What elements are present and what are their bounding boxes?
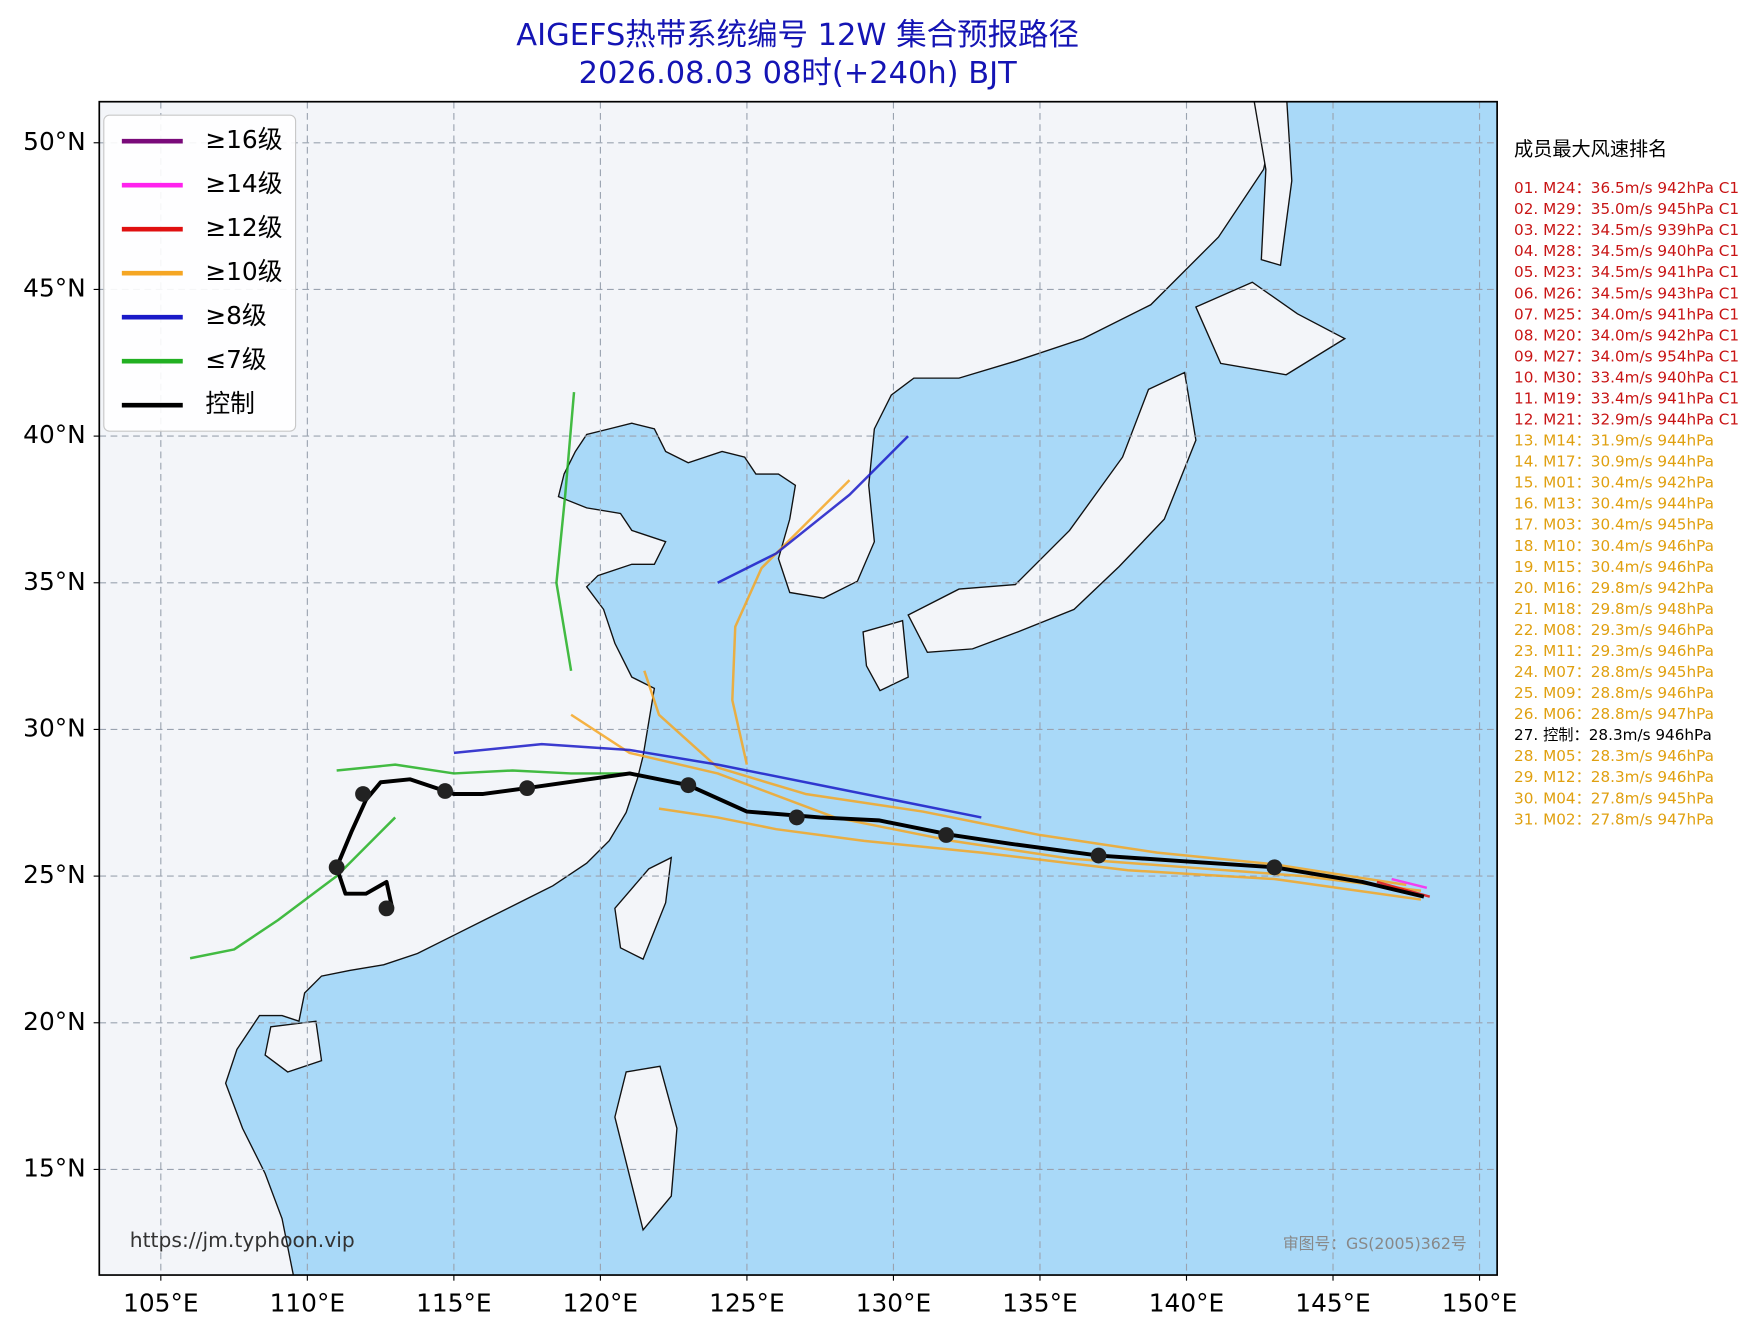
- ranking-row: 29. M12：28.3m/s 946hPa: [1514, 768, 1714, 786]
- ranking-row: 02. M29：35.0m/s 945hPa C1: [1514, 200, 1739, 218]
- control-dot: [680, 777, 697, 794]
- ranking-row: 05. M23：34.5m/s 941hPa C1: [1514, 263, 1739, 281]
- legend-label: ≤7级: [205, 345, 266, 374]
- ranking-row: 10. M30：33.4m/s 940hPa C1: [1514, 368, 1739, 386]
- x-tick-label: 130°E: [856, 1288, 931, 1317]
- legend-label: ≥12级: [205, 213, 282, 242]
- ranking-row: 04. M28：34.5m/s 940hPa C1: [1514, 242, 1739, 260]
- ranking-row: 18. M10：30.4m/s 946hPa: [1514, 537, 1714, 555]
- y-tick-label: 25°N: [23, 860, 86, 889]
- control-dot: [938, 827, 955, 843]
- ensemble-track: [555, 391, 576, 671]
- ensemble-track: [336, 763, 630, 775]
- y-tick-label: 50°N: [23, 127, 86, 156]
- control-dot: [437, 783, 453, 799]
- ranking-row: 07. M25：34.0m/s 941hPa C1: [1514, 305, 1739, 323]
- ensemble-track: [453, 742, 982, 819]
- kyushu: [862, 619, 909, 692]
- legend-label: ≥16级: [205, 125, 282, 154]
- ranking-row: 01. M24：36.5m/s 942hPa C1: [1514, 179, 1739, 197]
- control-dot: [1266, 859, 1283, 876]
- grid: [99, 101, 1498, 1276]
- ensemble-track: [189, 816, 397, 960]
- ensemble-track: [643, 670, 1407, 887]
- honshu: [907, 371, 1197, 653]
- ensemble-track: [1391, 877, 1428, 890]
- map-subtitle: 2026.08.03 08时(+240h) BJT: [579, 56, 1018, 91]
- ranking-row: 30. M04：27.8m/s 945hPa: [1514, 789, 1714, 807]
- legend-label: 控制: [205, 389, 255, 418]
- x-tick-label: 135°E: [1002, 1288, 1077, 1317]
- source-url: https://jm.typhoon.vip: [130, 1228, 355, 1252]
- ranking-row: 22. M08：29.3m/s 946hPa: [1514, 621, 1714, 639]
- ensemble-track: [570, 713, 1422, 893]
- ranking-row: 24. M07：28.8m/s 945hPa: [1514, 663, 1714, 681]
- y-tick-label: 30°N: [23, 713, 86, 742]
- legend-label: ≥10级: [205, 257, 282, 286]
- x-tick-label: 125°E: [709, 1288, 784, 1317]
- legend-label: ≥8级: [205, 301, 266, 330]
- ranking-row: 06. M26：34.5m/s 943hPa C1: [1514, 284, 1739, 302]
- ensemble-track: [731, 479, 851, 765]
- ensemble-track: [717, 435, 909, 584]
- x-tick-label: 105°E: [123, 1288, 198, 1317]
- x-tick-label: 145°E: [1295, 1288, 1370, 1317]
- luzon: [614, 1065, 678, 1232]
- ranking-row: 25. M09：28.8m/s 946hPa: [1514, 684, 1714, 702]
- x-tick-label: 150°E: [1442, 1288, 1517, 1317]
- control-dot: [378, 900, 395, 917]
- x-tick-label: 140°E: [1149, 1288, 1224, 1317]
- ranking-row: 27. 控制：28.3m/s 946hPa: [1514, 726, 1712, 744]
- tracks: [189, 391, 1431, 960]
- ranking-row: 13. M14：31.9m/s 944hPa: [1514, 432, 1714, 450]
- ranking-row: 21. M18：29.8m/s 948hPa: [1514, 600, 1714, 618]
- ranking-row: 11. M19：33.4m/s 941hPa C1: [1514, 389, 1739, 407]
- hainan: [264, 1020, 323, 1073]
- ranking-row: 26. M06：28.8m/s 947hPa: [1514, 705, 1714, 723]
- ranking-row: 23. M11：29.3m/s 946hPa: [1514, 642, 1714, 660]
- legend-label: ≥14级: [205, 169, 282, 198]
- legend-box: [103, 114, 297, 432]
- y-tick-label: 35°N: [23, 567, 86, 596]
- approval-number: 审图号：GS(2005)362号: [1283, 1234, 1467, 1253]
- control-dot: [788, 809, 805, 826]
- ranking-row: 20. M16：29.8m/s 942hPa: [1514, 579, 1714, 597]
- x-tick-label: 115°E: [416, 1288, 491, 1317]
- y-tick-label: 40°N: [23, 420, 86, 449]
- control-dot: [1090, 847, 1107, 864]
- ranking-row: 09. M27：34.0m/s 954hPa C1: [1514, 347, 1739, 365]
- ranking-title: 成员最大风速排名: [1514, 138, 1667, 161]
- ranking-row: 12. M21：32.9m/s 944hPa C1: [1514, 411, 1739, 429]
- map-area: [99, 101, 1498, 1276]
- hokkaido: [1195, 281, 1347, 376]
- y-tick-label: 20°N: [23, 1007, 86, 1036]
- ranking-row: 14. M17：30.9m/s 944hPa: [1514, 453, 1714, 471]
- control-dot: [328, 859, 345, 876]
- ranking-row: 31. M02：27.8m/s 947hPa: [1514, 810, 1714, 828]
- ranking-list: 01. M24：36.5m/s 942hPa C1 02. M29：35.0m/s…: [1514, 179, 1739, 828]
- x-tick-label: 120°E: [563, 1288, 638, 1317]
- y-tick-label: 45°N: [23, 273, 86, 302]
- ensemble-track: [658, 807, 1422, 901]
- axis-ticks: 105°E 110°E 115°E 120°E 125°E 130°E 135°E 140°E…: [23, 127, 1517, 1318]
- ranking-row: 17. M03：30.4m/s 945hPa: [1514, 516, 1714, 534]
- map-title: AIGEFS热带系统编号 12W 集合预报路径: [516, 18, 1079, 53]
- ranking-row: 19. M15：30.4m/s 946hPa: [1514, 558, 1714, 576]
- x-tick-label: 110°E: [270, 1288, 345, 1317]
- taiwan: [614, 856, 673, 961]
- ranking-row: 28. M05：28.3m/s 946hPa: [1514, 747, 1714, 765]
- y-tick-label: 15°N: [23, 1153, 86, 1182]
- control-dot: [519, 780, 536, 797]
- mainland: [99, 101, 1279, 1276]
- map-frame: [98, 100, 1498, 1276]
- ranking-row: 16. M13：30.4m/s 944hPa: [1514, 495, 1714, 513]
- control-dot: [355, 786, 371, 802]
- ranking-row: 15. M01：30.4m/s 942hPa: [1514, 474, 1714, 492]
- ranking-row: 03. M22：34.5m/s 939hPa C1: [1514, 221, 1739, 239]
- ranking-row: 08. M20：34.0m/s 942hPa C1: [1514, 326, 1739, 344]
